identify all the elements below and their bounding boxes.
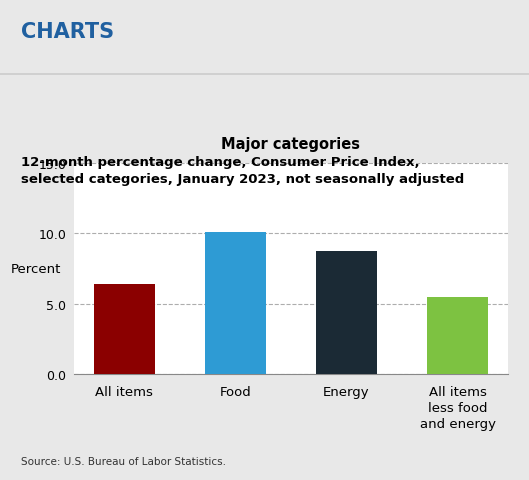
Text: Source: U.S. Bureau of Labor Statistics.: Source: U.S. Bureau of Labor Statistics.: [21, 456, 226, 466]
Bar: [316, 252, 377, 374]
Bar: [427, 297, 488, 374]
Text: 12-month percentage change, Consumer Price Index,
selected categories, January 2: 12-month percentage change, Consumer Pri…: [21, 156, 464, 186]
Bar: [205, 232, 266, 374]
Bar: [94, 284, 155, 374]
Text: CHARTS: CHARTS: [21, 22, 114, 42]
Text: Major categories: Major categories: [222, 136, 360, 151]
Text: Percent: Percent: [11, 262, 61, 276]
